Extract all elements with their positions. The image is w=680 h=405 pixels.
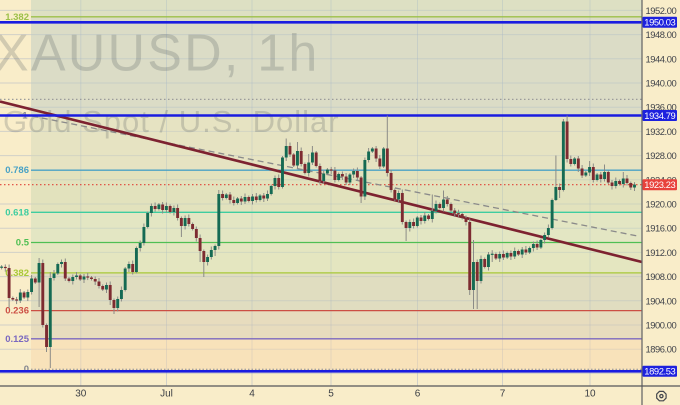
svg-text:0.5: 0.5 bbox=[16, 238, 30, 249]
svg-text:XAUUSD, 1h: XAUUSD, 1h bbox=[0, 25, 319, 83]
svg-text:0.618: 0.618 bbox=[5, 207, 29, 218]
svg-text:4: 4 bbox=[249, 389, 255, 400]
svg-text:6: 6 bbox=[415, 389, 421, 400]
svg-text:10: 10 bbox=[584, 389, 596, 400]
svg-text:1923.23: 1923.23 bbox=[644, 179, 675, 190]
svg-text:5: 5 bbox=[328, 389, 334, 400]
svg-text:30: 30 bbox=[75, 389, 87, 400]
svg-text:1900.00: 1900.00 bbox=[646, 320, 677, 331]
svg-text:1952.00: 1952.00 bbox=[646, 5, 677, 16]
svg-text:1934.79: 1934.79 bbox=[644, 110, 675, 121]
svg-text:1896.00: 1896.00 bbox=[646, 344, 677, 355]
svg-text:1932.00: 1932.00 bbox=[646, 126, 677, 137]
svg-text:1936.00: 1936.00 bbox=[646, 102, 677, 113]
svg-text:0.382: 0.382 bbox=[5, 268, 29, 279]
svg-text:1892.53: 1892.53 bbox=[644, 366, 675, 377]
svg-text:1928.00: 1928.00 bbox=[646, 150, 677, 161]
svg-text:1908.00: 1908.00 bbox=[646, 271, 677, 282]
svg-text:0: 0 bbox=[24, 364, 29, 375]
svg-text:1920.00: 1920.00 bbox=[646, 199, 677, 210]
svg-text:1916.00: 1916.00 bbox=[646, 223, 677, 234]
svg-text:1912.00: 1912.00 bbox=[646, 247, 677, 258]
svg-text:1940.00: 1940.00 bbox=[646, 78, 677, 89]
svg-text:Jul: Jul bbox=[160, 389, 173, 400]
svg-text:1948.00: 1948.00 bbox=[646, 29, 677, 40]
svg-text:0.786: 0.786 bbox=[5, 165, 29, 176]
svg-text:1904.00: 1904.00 bbox=[646, 295, 677, 306]
svg-text:0.125: 0.125 bbox=[5, 334, 29, 345]
svg-text:Gold Spot / U.S. Dollar: Gold Spot / U.S. Dollar bbox=[3, 104, 340, 139]
svg-text:1944.00: 1944.00 bbox=[646, 53, 677, 64]
svg-text:7: 7 bbox=[500, 389, 506, 400]
svg-text:0.236: 0.236 bbox=[5, 306, 29, 317]
svg-text:1950.03: 1950.03 bbox=[644, 17, 675, 28]
svg-text:1.382: 1.382 bbox=[5, 12, 29, 23]
